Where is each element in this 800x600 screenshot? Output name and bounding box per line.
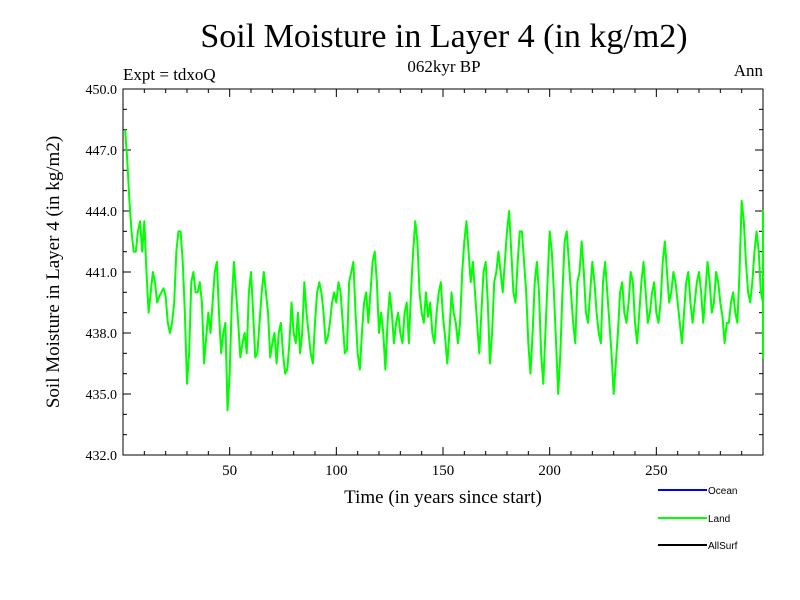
x-tick-label-250: 250 — [645, 463, 668, 479]
x-tick-labels: 50 100 150 200 250 — [222, 463, 667, 479]
y-tick-labels: 432.0 435.0 438.0 441.0 444.0 447.0 450.… — [86, 83, 118, 464]
legend-item-ocean: Ocean — [658, 486, 737, 497]
y-tick-label-447: 447.0 — [86, 144, 118, 159]
legend-label-land: Land — [708, 514, 730, 525]
y-tick-label-435: 435.0 — [86, 388, 118, 403]
experiment-label: Expt = tdxoQ — [123, 65, 216, 84]
plot-area — [122, 88, 764, 456]
legend-label-ocean: Ocean — [708, 486, 737, 497]
legend-label-allsurf: AllSurf — [708, 541, 738, 552]
x-tick-label-200: 200 — [538, 463, 561, 479]
chart-title: Soil Moisture in Layer 4 (in kg/m2) — [200, 18, 687, 55]
x-tick-label-150: 150 — [432, 463, 455, 479]
x-axis-label: Time (in years since start) — [344, 487, 542, 508]
legend: Ocean Land AllSurf — [658, 486, 738, 552]
y-tick-label-438: 438.0 — [86, 327, 118, 342]
legend-item-land: Land — [658, 514, 730, 525]
legend-item-allsurf: AllSurf — [658, 541, 738, 552]
series-layer — [124, 129, 764, 412]
y-axis-label: Soil Moisture in Layer 4 (in kg/m2) — [43, 136, 64, 408]
x-tick-label-50: 50 — [222, 463, 237, 479]
y-tick-label-432: 432.0 — [86, 449, 118, 464]
y-tick-label-441: 441.0 — [86, 266, 118, 281]
x-tick-label-100: 100 — [325, 463, 348, 479]
chart-subtitle: 062kyr BP — [407, 57, 480, 76]
y-tick-label-444: 444.0 — [86, 205, 118, 220]
series-line-land — [124, 129, 764, 412]
season-label: Ann — [734, 61, 764, 80]
y-tick-label-450: 450.0 — [86, 83, 118, 98]
